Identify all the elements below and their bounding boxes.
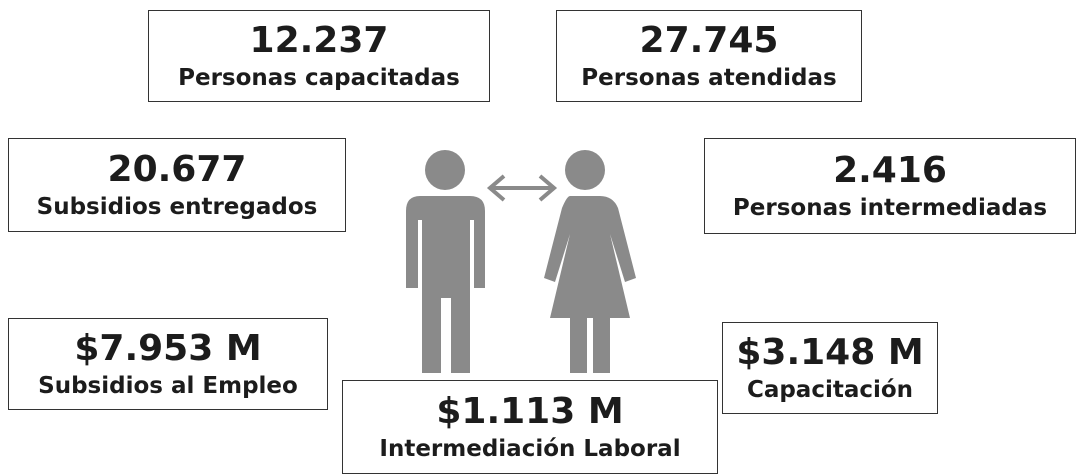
stat-value: 12.237 (249, 20, 389, 61)
stat-label: Personas capacitadas (178, 65, 460, 91)
stat-value: $7.953 M (74, 328, 262, 369)
stat-label: Subsidios al Empleo (38, 373, 298, 399)
stat-label: Intermediación Laboral (379, 436, 681, 462)
stat-label: Subsidios entregados (36, 194, 318, 220)
stat-label: Personas atendidas (581, 65, 837, 91)
stat-value: 2.416 (833, 150, 947, 191)
people-icon (406, 150, 636, 373)
stat-label: Personas intermediadas (732, 195, 1048, 221)
stat-box: 20.677 Subsidios entregados (8, 138, 346, 232)
stat-box: $3.148 M Capacitación (722, 322, 938, 414)
stat-value: $3.148 M (736, 332, 924, 373)
stat-value: 20.677 (107, 149, 247, 190)
stat-box: $7.953 M Subsidios al Empleo (8, 318, 328, 410)
stat-value: $1.113 M (436, 391, 624, 432)
stat-label: Capacitación (746, 377, 914, 403)
stat-box: 27.745 Personas atendidas (556, 10, 862, 102)
stat-box: 12.237 Personas capacitadas (148, 10, 490, 102)
stat-box: $1.113 M Intermediación Laboral (342, 380, 718, 474)
stat-box: 2.416 Personas intermediadas (704, 138, 1076, 234)
stat-value: 27.745 (639, 20, 779, 61)
